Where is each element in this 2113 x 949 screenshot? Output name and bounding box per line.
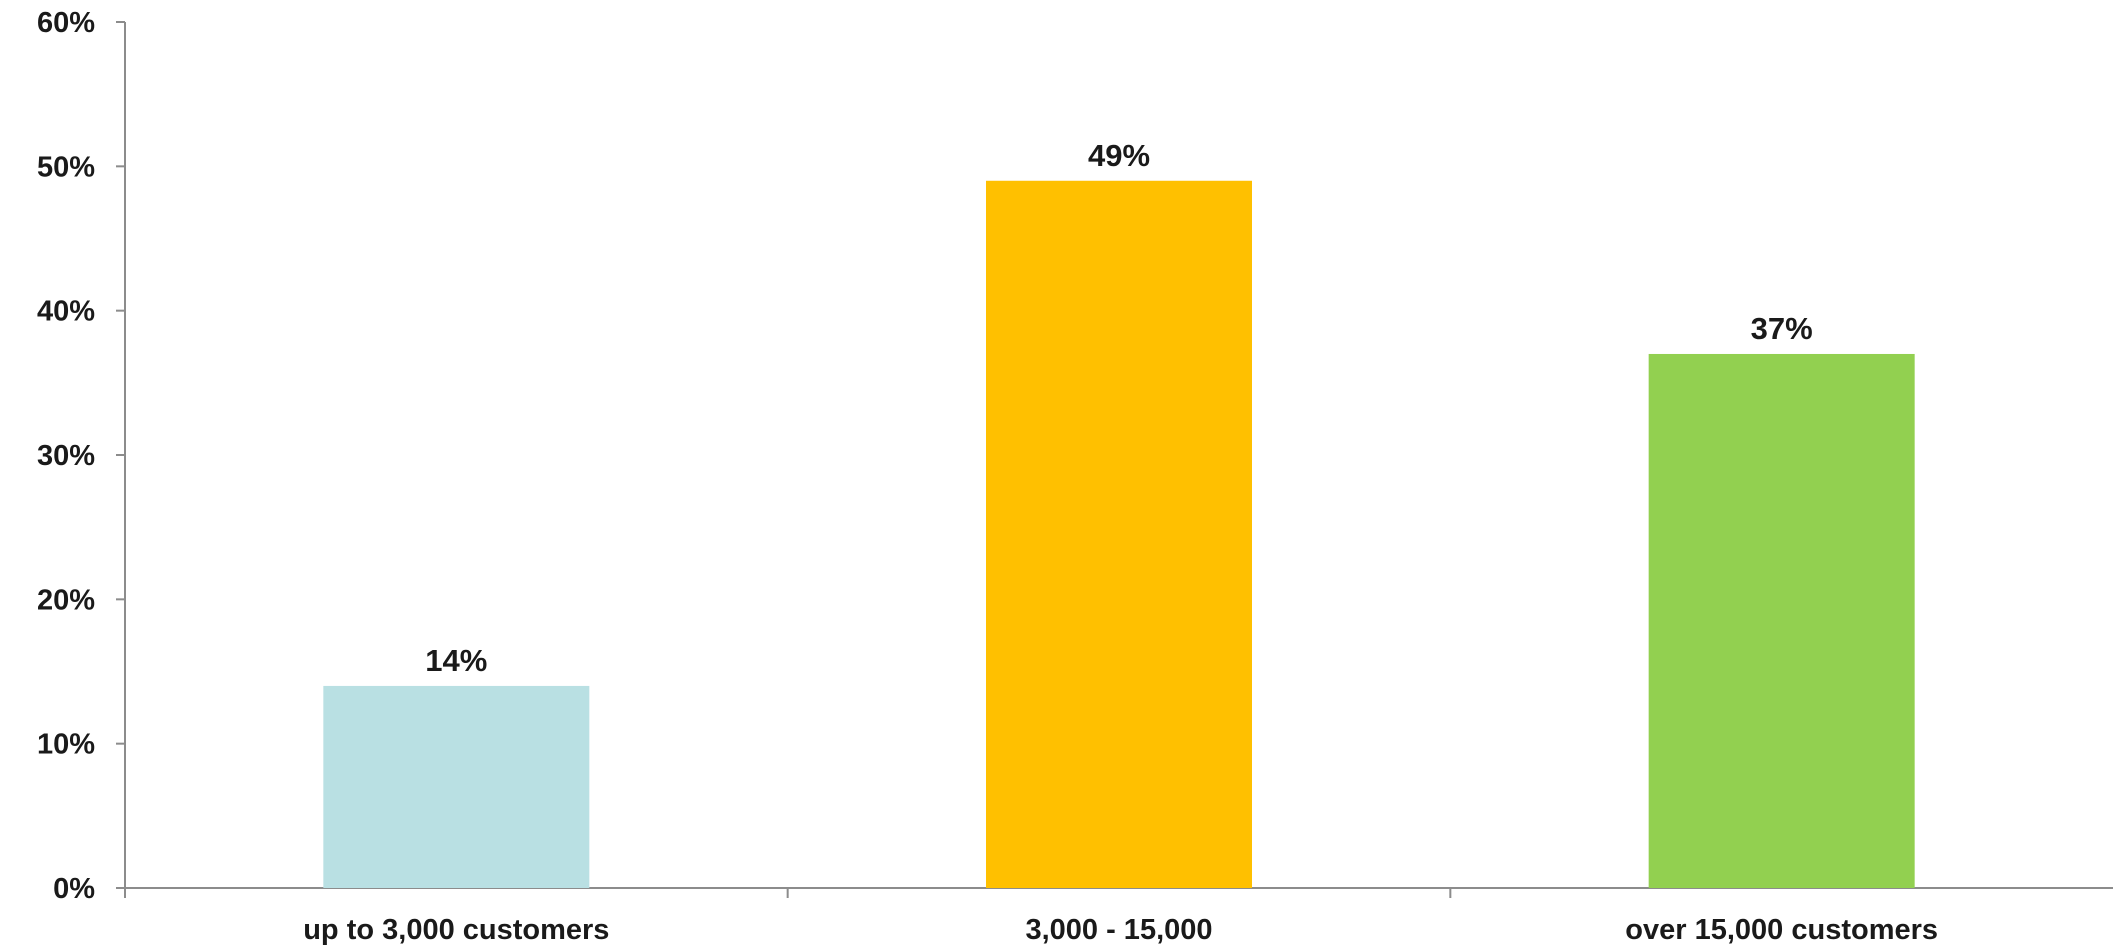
x-category-label: 3,000 - 15,000	[1025, 914, 1212, 946]
y-axis: 0% 10% 20% 30% 40% 50% 60%	[37, 7, 126, 905]
bar-value-label: 14%	[425, 643, 487, 678]
y-tick-label: 50%	[37, 151, 95, 183]
x-category-label: over 15,000 customers	[1625, 914, 1938, 946]
bar	[1648, 353, 1915, 888]
y-tick-label: 60%	[37, 7, 95, 39]
bars-group	[323, 180, 1915, 888]
bar	[986, 180, 1252, 888]
y-tick-label: 0%	[53, 873, 95, 905]
x-axis	[116, 887, 2113, 898]
category-labels-group: up to 3,000 customers 3,000 - 15,000 over …	[303, 914, 1938, 946]
x-category-label: up to 3,000 customers	[303, 914, 609, 946]
bar-value-label: 37%	[1751, 311, 1813, 346]
bar	[323, 685, 590, 888]
y-tick-label: 40%	[37, 296, 95, 328]
y-tick-label: 30%	[37, 440, 95, 472]
data-labels-group: 14% 49% 37%	[425, 138, 1812, 678]
y-tick-label: 20%	[37, 584, 95, 616]
y-tick-label: 10%	[37, 729, 95, 761]
bar-value-label: 49%	[1088, 138, 1150, 173]
